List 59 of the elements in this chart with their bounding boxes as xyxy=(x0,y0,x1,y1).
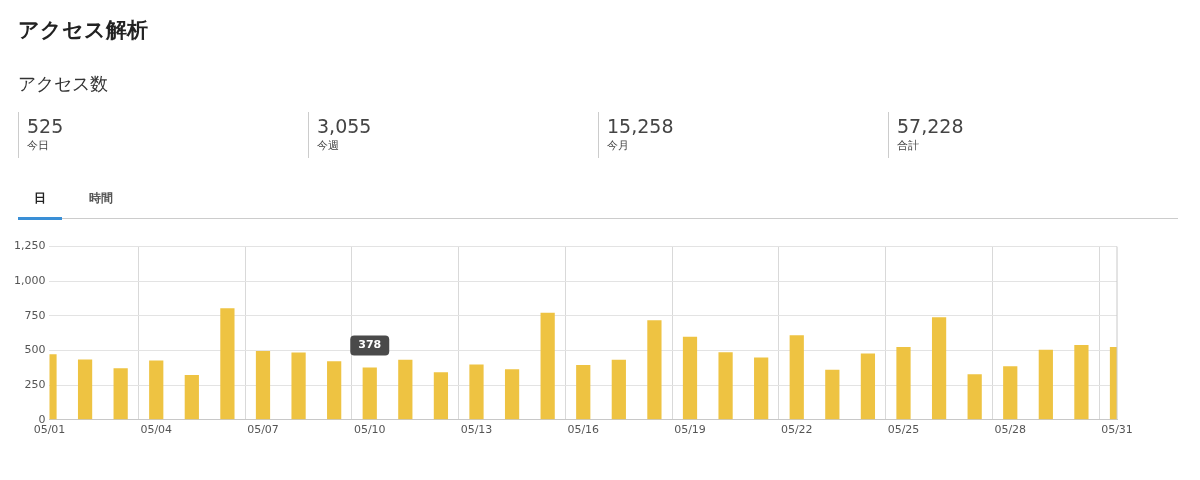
bar xyxy=(825,369,840,420)
bar xyxy=(362,367,377,420)
x-tick-label: 05/31 xyxy=(1101,423,1133,437)
bar xyxy=(398,359,413,420)
text: 15,258 xyxy=(607,114,674,138)
bar xyxy=(860,353,876,420)
bar xyxy=(327,361,342,420)
y-tick-label: 750 xyxy=(24,308,46,322)
text: 時間 xyxy=(88,190,114,207)
text: アクセス数 xyxy=(18,72,108,96)
bar xyxy=(113,368,128,420)
x-tick-label: 05/13 xyxy=(460,423,493,437)
bar xyxy=(896,346,911,420)
y-tick-label: 0 xyxy=(38,412,46,426)
x-tick-label: 05/28 xyxy=(994,423,1027,437)
text: 合計 xyxy=(897,138,920,153)
bar xyxy=(789,335,804,420)
bar xyxy=(255,351,271,420)
bar xyxy=(1003,366,1018,420)
bar xyxy=(611,359,626,420)
text: 日 xyxy=(18,190,62,220)
bar xyxy=(433,372,449,420)
bar xyxy=(469,364,484,420)
x-tick-label: 05/19 xyxy=(674,423,706,437)
y-tick-label: 500 xyxy=(24,343,46,357)
bar xyxy=(647,320,662,420)
bar xyxy=(291,352,306,420)
x-tick-label: 05/04 xyxy=(140,423,173,437)
annotation: 378 xyxy=(358,338,382,352)
bar xyxy=(1038,349,1053,420)
x-tick-label: 05/10 xyxy=(353,423,386,437)
bar xyxy=(184,374,199,420)
bar xyxy=(504,369,520,420)
bar xyxy=(754,357,769,420)
bar xyxy=(77,359,93,420)
x-tick-label: 05/01 xyxy=(33,423,66,437)
text: 525 xyxy=(27,114,64,138)
y-tick-label: 1,250 xyxy=(13,239,46,253)
y-tick-label: 250 xyxy=(24,378,46,392)
x-tick-label: 05/22 xyxy=(780,423,813,437)
bar xyxy=(967,374,982,420)
text: 今日 xyxy=(27,138,50,153)
x-tick-label: 05/16 xyxy=(567,423,600,437)
bar xyxy=(682,336,698,420)
bar xyxy=(1074,345,1089,420)
bar xyxy=(718,352,733,420)
bar xyxy=(931,317,947,420)
bar xyxy=(220,308,235,420)
bar xyxy=(149,360,164,420)
text: 57,228 xyxy=(897,114,964,138)
y-tick-label: 1,000 xyxy=(13,274,46,288)
text: アクセス解析 xyxy=(18,17,148,44)
text: 3,055 xyxy=(317,114,372,138)
bar xyxy=(576,365,591,420)
x-tick-label: 05/07 xyxy=(247,423,279,437)
bar xyxy=(540,312,555,420)
text: 今月 xyxy=(607,138,630,153)
text: 今週 xyxy=(317,138,340,153)
x-tick-label: 05/25 xyxy=(887,423,920,437)
